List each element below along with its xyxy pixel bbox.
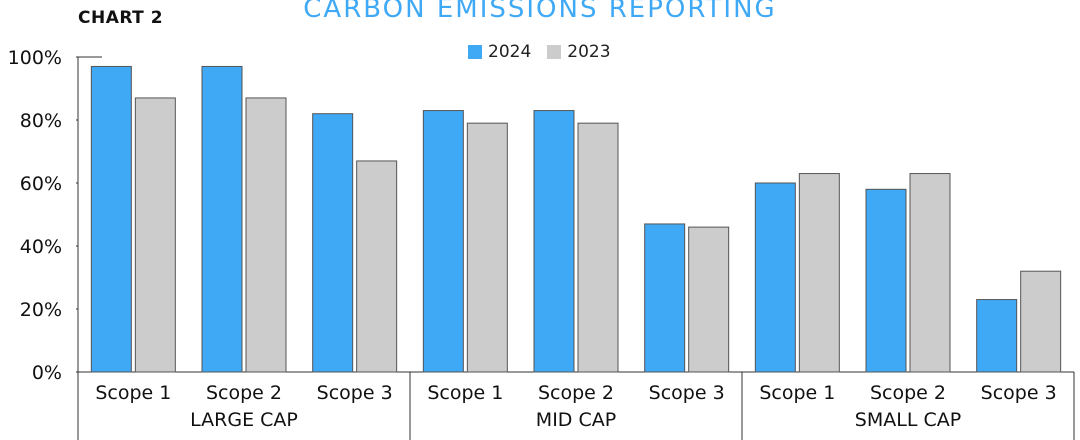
x-category-label: Scope 2	[206, 382, 282, 404]
legend-label-2023: 2023	[567, 42, 611, 62]
bar-2024-scope-3	[976, 299, 1018, 373]
x-group-label: LARGE CAP	[190, 409, 298, 431]
x-category-label: Scope 1	[95, 382, 171, 404]
legend-swatch-2023	[547, 45, 562, 59]
bar-2023-scope-3	[688, 226, 730, 373]
bar-2023-scope-1	[798, 173, 840, 373]
bar-2023-scope-3	[356, 160, 398, 373]
x-category-label: Scope 3	[649, 382, 725, 404]
legend-swatch-2024	[468, 45, 482, 59]
legend-item-2024: 2024	[468, 42, 531, 62]
y-tick-label: 60%	[20, 173, 62, 195]
bar-2024-scope-3	[644, 223, 686, 373]
x-group-label: MID CAP	[536, 409, 616, 431]
y-tick-label: 0%	[32, 362, 62, 384]
chart-number-label: CHART 2	[78, 8, 164, 28]
chart-title: CARBON EMISSIONS REPORTING	[303, 0, 777, 24]
x-category-label: Scope 1	[427, 382, 503, 404]
x-category-label: Scope 2	[538, 382, 614, 404]
y-tick-label: 40%	[20, 236, 62, 258]
bar-2024-scope-2	[201, 65, 243, 373]
y-tick-label: 20%	[20, 299, 62, 321]
legend-item-2023: 2023	[547, 42, 611, 62]
bar-2024-scope-2	[865, 188, 907, 373]
bar-2024-scope-1	[422, 110, 464, 373]
bar-2023-scope-2	[577, 122, 619, 373]
y-tick-label: 80%	[20, 110, 62, 132]
y-tick-label: 100%	[8, 47, 62, 69]
bar-2023-scope-3	[1020, 270, 1062, 373]
bar-2024-scope-2	[533, 110, 575, 373]
x-group-label: SMALL CAP	[855, 409, 961, 431]
legend: 2024 2023	[468, 42, 627, 62]
bar-2023-scope-1	[134, 97, 176, 373]
bar-2024-scope-3	[312, 113, 354, 373]
x-category-label: Scope 2	[870, 382, 946, 404]
bar-2024-scope-1	[90, 65, 132, 373]
bar-2023-scope-1	[466, 122, 508, 373]
bar-2023-scope-2	[245, 97, 287, 373]
bar-2024-scope-1	[754, 182, 796, 373]
x-category-label: Scope 3	[317, 382, 393, 404]
legend-label-2024: 2024	[488, 42, 532, 62]
x-category-label: Scope 3	[981, 382, 1057, 404]
bar-2023-scope-2	[909, 173, 951, 373]
x-category-label: Scope 1	[759, 382, 835, 404]
